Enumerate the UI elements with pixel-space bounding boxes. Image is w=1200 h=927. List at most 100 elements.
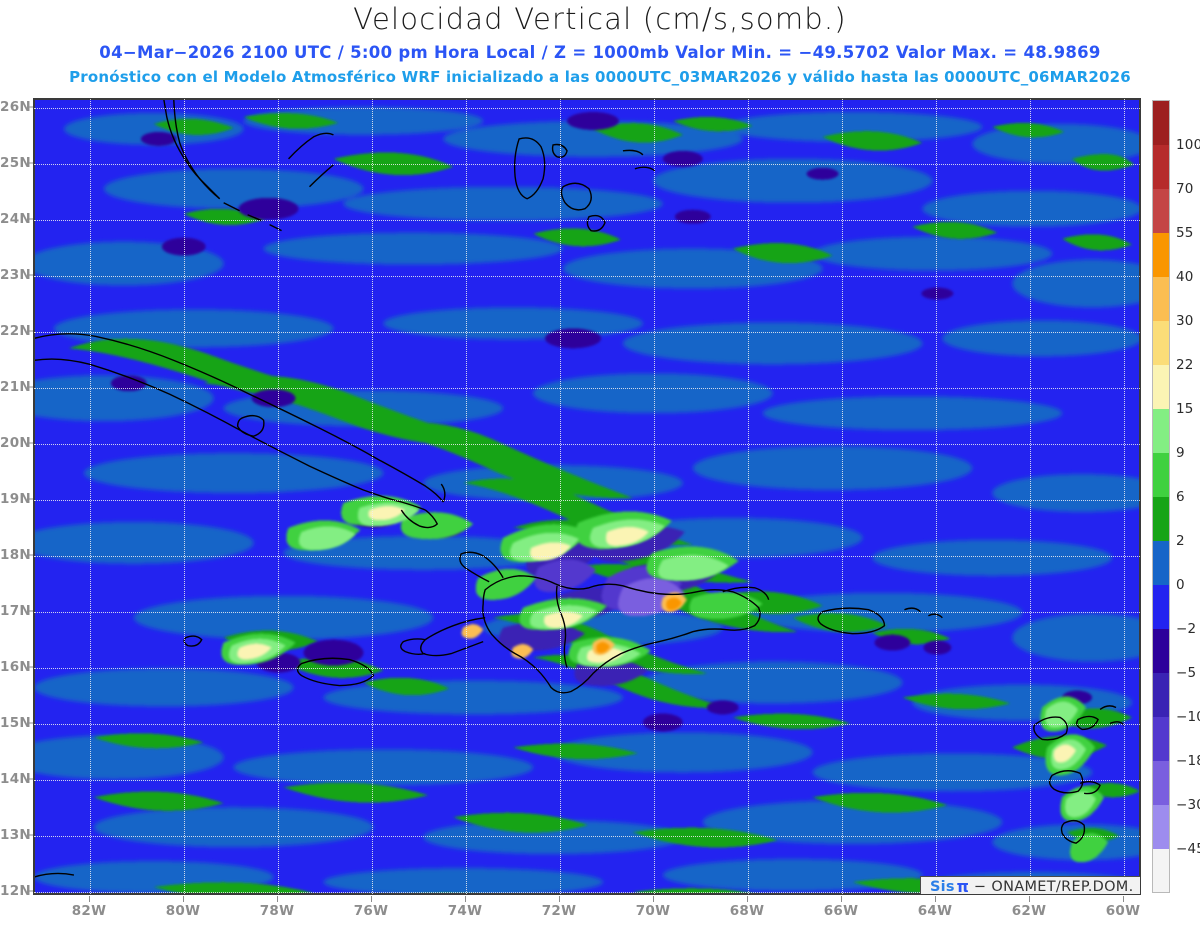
- colorbar-tick-label: 0: [1176, 577, 1185, 593]
- gridline-vertical: [372, 99, 373, 894]
- colorbar-segment: [1153, 541, 1169, 585]
- x-tick-label: 74W: [447, 903, 483, 919]
- gridline-horizontal: [34, 556, 1140, 557]
- y-tick-mark: [27, 386, 33, 388]
- y-tick-mark: [27, 778, 33, 780]
- gridline-horizontal: [34, 892, 1140, 893]
- y-tick-label: 13N: [0, 827, 31, 843]
- x-tick-mark: [653, 896, 654, 902]
- map-plot-area[interactable]: Sis π − ONAMET/REP.DOM.: [33, 98, 1141, 895]
- colorbar-segment: [1153, 497, 1169, 541]
- logo-brand-sis: Sis: [930, 879, 955, 895]
- colorbar-segment: [1153, 233, 1169, 277]
- y-tick-mark: [27, 610, 33, 612]
- colorbar-tick-label: 6: [1176, 489, 1185, 505]
- x-tick-label: 64W: [917, 903, 953, 919]
- y-tick-mark: [27, 218, 33, 220]
- gridline-horizontal: [34, 612, 1140, 613]
- x-tick-mark: [1029, 896, 1030, 902]
- gridline-vertical: [278, 99, 279, 894]
- y-tick-mark: [27, 330, 33, 332]
- colorbar-tick-label: 22: [1176, 357, 1194, 373]
- colorbar-segment: [1153, 453, 1169, 497]
- x-tick-label: 76W: [353, 903, 389, 919]
- y-tick-mark: [27, 442, 33, 444]
- gridline-vertical: [842, 99, 843, 894]
- y-tick-mark: [27, 722, 33, 724]
- gridline-vertical: [466, 99, 467, 894]
- colorbar-segment: [1153, 365, 1169, 409]
- colorbar-tick-label: 40: [1176, 269, 1194, 285]
- y-tick-mark: [27, 498, 33, 500]
- gridline-horizontal: [34, 444, 1140, 445]
- y-tick-label: 20N: [0, 435, 31, 451]
- y-tick-label: 16N: [0, 659, 31, 675]
- y-tick-label: 12N: [0, 883, 31, 899]
- colorbar-segment: [1153, 409, 1169, 453]
- colorbar-segment: [1153, 101, 1169, 145]
- colorbar-segment: [1153, 673, 1169, 717]
- colorbar-segment: [1153, 585, 1169, 629]
- y-tick-label: 26N: [0, 99, 31, 115]
- colorbar-segment: [1153, 145, 1169, 189]
- y-tick-mark: [27, 666, 33, 668]
- colorbar-tick-label: −45: [1176, 841, 1200, 857]
- x-tick-label: 68W: [729, 903, 765, 919]
- colorbar-tick-label: −2: [1176, 621, 1197, 637]
- x-tick-mark: [277, 896, 278, 902]
- x-tick-mark: [89, 896, 90, 902]
- colorbar-tick-label: 70: [1176, 181, 1194, 197]
- colorbar-tick-label: −18: [1176, 753, 1200, 769]
- vertical-velocity-field: [34, 99, 1140, 894]
- y-tick-mark: [27, 274, 33, 276]
- colorbar-segment: [1153, 321, 1169, 365]
- y-tick-label: 24N: [0, 211, 31, 227]
- colorbar-segment: [1153, 629, 1169, 673]
- colorbar-segment: [1153, 761, 1169, 805]
- gridline-vertical: [654, 99, 655, 894]
- subtitle-run-info: 04−Mar−2026 2100 UTC / 5:00 pm Hora Loca…: [99, 43, 1101, 62]
- gridline-horizontal: [34, 500, 1140, 501]
- y-tick-mark: [27, 162, 33, 164]
- x-tick-label: 70W: [635, 903, 671, 919]
- x-tick-label: 80W: [165, 903, 201, 919]
- x-tick-label: 60W: [1105, 903, 1141, 919]
- colorbar-tick-label: 55: [1176, 225, 1194, 241]
- gridline-horizontal: [34, 780, 1140, 781]
- gridline-horizontal: [34, 836, 1140, 837]
- y-tick-label: 18N: [0, 547, 31, 563]
- gridline-horizontal: [34, 724, 1140, 725]
- colorbar-tick-label: −10: [1176, 709, 1200, 725]
- y-tick-mark: [27, 106, 33, 108]
- colorbar-segment: [1153, 805, 1169, 849]
- colorbar-segment: [1153, 277, 1169, 321]
- colorbar-tick-label: 100: [1176, 137, 1200, 153]
- y-tick-label: 23N: [0, 267, 31, 283]
- gridline-horizontal: [34, 668, 1140, 669]
- y-tick-label: 21N: [0, 379, 31, 395]
- colorbar-segment: [1153, 717, 1169, 761]
- x-tick-label: 78W: [259, 903, 295, 919]
- x-tick-mark: [465, 896, 466, 902]
- y-tick-mark: [27, 834, 33, 836]
- x-tick-mark: [935, 896, 936, 902]
- gridline-horizontal: [34, 220, 1140, 221]
- gridline-vertical: [184, 99, 185, 894]
- y-tick-label: 14N: [0, 771, 31, 787]
- x-tick-label: 72W: [541, 903, 577, 919]
- colorbar[interactable]: [1152, 100, 1170, 893]
- logo-organization: ONAMET/REP.DOM.: [991, 879, 1134, 895]
- colorbar-tick-label: 30: [1176, 313, 1194, 329]
- x-tick-mark: [747, 896, 748, 902]
- colorbar-segment: [1153, 189, 1169, 233]
- y-tick-label: 25N: [0, 155, 31, 171]
- gridline-vertical: [936, 99, 937, 894]
- y-tick-label: 15N: [0, 715, 31, 731]
- x-tick-mark: [1123, 896, 1124, 902]
- provider-logo-badge: Sis π − ONAMET/REP.DOM.: [920, 876, 1140, 895]
- colorbar-tick-label: −30: [1176, 797, 1200, 813]
- x-tick-label: 82W: [71, 903, 107, 919]
- colorbar-tick-label: 9: [1176, 445, 1185, 461]
- page-title: Velocidad Vertical (cm/s,somb.): [353, 2, 847, 36]
